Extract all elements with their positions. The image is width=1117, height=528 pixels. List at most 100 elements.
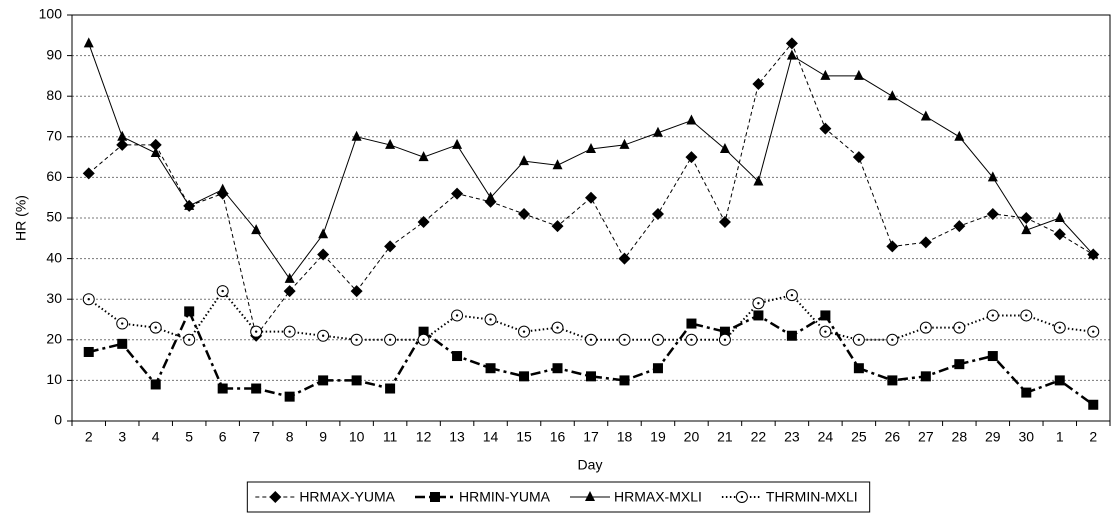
data-point: [853, 363, 864, 374]
data-point: [652, 126, 663, 137]
x-tick-label: 14: [483, 429, 499, 445]
legend-label: HRMAX-MXLI: [614, 489, 702, 505]
data-point: [83, 37, 94, 48]
data-point: [585, 191, 597, 204]
data-point: [719, 326, 730, 337]
x-tick-label: 2: [1089, 429, 1097, 445]
data-point: [384, 333, 397, 346]
data-point: [820, 69, 831, 80]
data-point: [552, 363, 563, 374]
marker-dot: [221, 289, 224, 293]
data-point: [954, 359, 965, 370]
marker-dot: [254, 330, 258, 333]
data-point: [919, 236, 932, 249]
x-tick-label: 16: [550, 429, 566, 445]
y-tick-label: 90: [46, 46, 62, 62]
data-point: [718, 216, 731, 229]
x-tick-label: 11: [383, 429, 398, 445]
data-point: [184, 306, 195, 317]
data-point: [251, 224, 262, 235]
series-line: [88, 289, 1094, 342]
data-point: [217, 383, 228, 394]
y-tick-label: 80: [46, 87, 62, 103]
marker-dot: [891, 338, 894, 341]
legend-marker: [429, 492, 440, 502]
y-tick-label: 50: [46, 209, 62, 225]
data-point: [350, 333, 363, 346]
marker-dot: [455, 314, 459, 317]
data-point: [149, 138, 162, 151]
data-point: [485, 191, 496, 202]
data-point: [117, 130, 128, 141]
data-point: [518, 207, 531, 220]
data-point: [350, 285, 363, 298]
marker-dot: [757, 302, 760, 305]
data-point: [986, 207, 999, 220]
data-point: [116, 317, 129, 330]
legend-label: HRMAX-YUMA: [299, 489, 395, 505]
x-tick-label: 28: [952, 429, 968, 445]
data-point: [887, 375, 898, 386]
data-point: [117, 338, 128, 349]
data-point: [551, 220, 564, 233]
data-point: [1053, 228, 1066, 241]
data-point: [886, 240, 899, 253]
series-line: [88, 42, 1094, 337]
data-point: [552, 159, 563, 170]
data-point: [852, 151, 865, 164]
data-point: [618, 333, 631, 346]
data-point: [283, 285, 296, 298]
x-tick-label: 24: [818, 429, 834, 445]
data-point: [719, 142, 730, 153]
data-point: [485, 363, 496, 374]
y-tick-label: 0: [54, 412, 62, 428]
data-point: [618, 252, 631, 265]
x-tick-label: 7: [252, 429, 260, 445]
data-point: [451, 309, 464, 322]
y-tick-label: 70: [46, 128, 62, 144]
marker-dot: [556, 326, 559, 329]
data-point: [887, 90, 898, 101]
marker-dot: [924, 326, 928, 329]
data-point: [284, 272, 295, 283]
data-point: [1020, 212, 1033, 224]
x-tick-label: 20: [684, 429, 700, 445]
data-point: [586, 142, 596, 153]
data-point: [216, 285, 229, 298]
data-point: [1020, 309, 1033, 322]
data-point: [184, 199, 195, 210]
marker-dot: [1058, 326, 1061, 329]
data-point: [586, 371, 596, 382]
data-point: [619, 375, 630, 386]
marker-dot: [723, 338, 727, 341]
data-point: [619, 138, 630, 149]
x-tick-label: 26: [885, 429, 901, 445]
data-point: [652, 363, 663, 374]
data-point: [987, 351, 998, 362]
data-point: [217, 183, 228, 194]
marker-dot: [740, 495, 744, 499]
x-tick-label: 4: [152, 429, 160, 445]
data-point: [385, 138, 396, 149]
data-point: [82, 167, 95, 180]
data-point: [920, 371, 931, 382]
data-point: [685, 333, 698, 346]
data-point: [452, 351, 463, 362]
data-point: [685, 151, 698, 164]
data-point: [1021, 387, 1032, 398]
data-point: [150, 147, 161, 158]
legend-marker: [584, 491, 595, 501]
legend-marker: [735, 491, 748, 503]
y-tick-label: 100: [39, 6, 63, 22]
data-point: [853, 69, 864, 80]
x-tick-label: 6: [219, 429, 227, 445]
data-point: [986, 309, 999, 322]
x-axis-label: Day: [578, 457, 603, 473]
x-tick-label: 12: [416, 429, 432, 445]
data-point: [418, 151, 429, 162]
data-point: [417, 216, 430, 229]
data-point: [953, 220, 966, 233]
x-tick-label: 9: [319, 429, 327, 445]
x-tick-label: 3: [118, 429, 126, 445]
data-point: [987, 171, 998, 182]
